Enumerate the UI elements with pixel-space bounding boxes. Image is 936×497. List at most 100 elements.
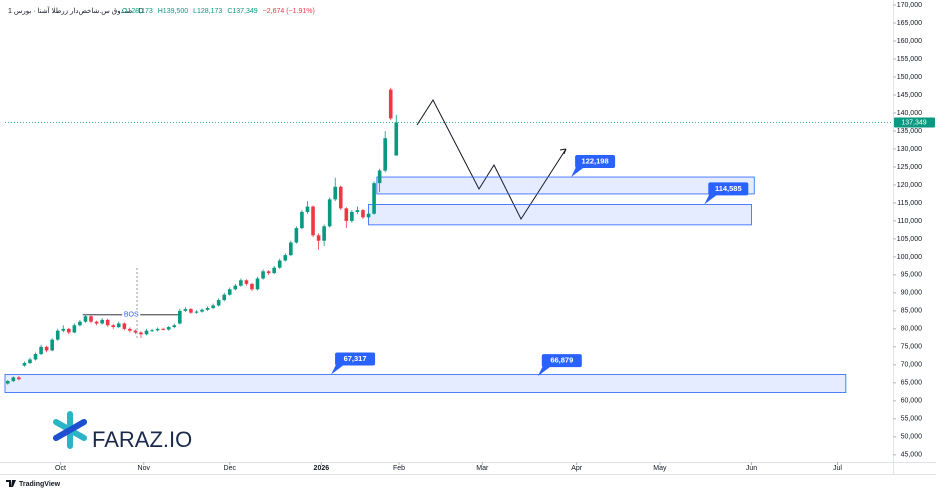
candle-body [361, 210, 365, 218]
ohlc-value: O128,173 [122, 8, 153, 15]
candle-body [144, 330, 149, 335]
candle-body [383, 138, 387, 171]
candle-body [50, 339, 54, 351]
y-tick-label: 115,000 [897, 200, 922, 207]
symbol-title: 1 صندوق س.شاخص‌دار زرطلا آشنا · بورس · D [8, 5, 144, 15]
y-tick-label: 125,000 [897, 164, 922, 171]
candle-body [394, 122, 399, 156]
candle-body [277, 260, 282, 268]
y-tick-label: 45,000 [901, 452, 923, 459]
candle-body [244, 280, 249, 284]
y-tick-label: 165,000 [897, 20, 922, 27]
candle-body [111, 325, 116, 328]
logo: FARAZ.IO [53, 411, 192, 452]
candle-body [261, 271, 265, 279]
candle-body [327, 199, 332, 227]
candle-body [266, 271, 271, 274]
y-tick-label: 160,000 [897, 38, 922, 45]
y-tick-label: 70,000 [901, 362, 923, 369]
bos-label-bg [122, 309, 141, 320]
x-tick-label: Jul [833, 465, 842, 472]
ohlc-legend: O128,173 H139,500 L128,173 C137,349 −2,674 (… [122, 8, 315, 15]
candle-body [78, 321, 82, 326]
y-tick-label: 110,000 [897, 218, 922, 225]
candle-body [200, 309, 204, 312]
callout-label: 66,879 [550, 356, 573, 365]
candle-body [100, 319, 104, 324]
y-tick-label: 55,000 [901, 416, 923, 423]
y-tick-label: 60,000 [901, 398, 923, 405]
x-tick-label: Nov [138, 465, 151, 472]
candle-body [194, 311, 199, 313]
y-tick-label: 95,000 [901, 272, 923, 279]
x-tick-label: Jun [746, 465, 757, 472]
x-tick-label: 2026 [314, 465, 330, 472]
candle-body [150, 330, 154, 332]
y-tick-label: 90,000 [901, 290, 923, 297]
candle-body [255, 278, 260, 290]
y-tick-label: 80,000 [901, 326, 923, 333]
candle-body [227, 289, 232, 295]
tv-logo [6, 480, 16, 487]
logo-icon-accent [53, 419, 87, 441]
bos-label: BOS [124, 312, 139, 319]
candle-body [22, 363, 27, 366]
candle-body [344, 208, 349, 221]
candle-body [388, 89, 393, 119]
candle-body [272, 267, 276, 274]
candle-body [133, 330, 138, 333]
ohlc-value: L128,173 [193, 8, 222, 15]
y-tick-label: 85,000 [901, 308, 923, 315]
candle-body [300, 211, 304, 229]
callout-box [708, 182, 749, 196]
candle-body [316, 235, 321, 241]
candle-body [17, 377, 21, 380]
x-tick-label: Apr [571, 465, 583, 472]
callout-box [541, 354, 582, 368]
x-tick-label: Mar [476, 465, 489, 472]
last-price-label: 137,349 [901, 119, 926, 126]
callout-label: 122,198 [582, 157, 609, 166]
candle-body [305, 206, 310, 212]
tradingview-footer: TradingView [6, 480, 61, 488]
candle-body [44, 346, 49, 351]
x-tick-label: Feb [393, 465, 405, 472]
platform-name: TradingView [19, 481, 61, 488]
candle-body [338, 186, 343, 209]
candle-body [55, 330, 60, 340]
x-tick-label: May [653, 465, 667, 472]
y-tick-label: 50,000 [901, 434, 923, 441]
y-tick-label: 150,000 [897, 74, 922, 81]
candle-body [61, 328, 66, 331]
candle-body [222, 294, 227, 301]
candle-body [322, 226, 326, 241]
candle-body [372, 183, 376, 214]
candle-body [178, 310, 182, 324]
candle-body [250, 283, 254, 290]
candle-body [283, 255, 288, 261]
candle-body [366, 213, 371, 218]
zone [4, 374, 847, 393]
candle-body [166, 327, 171, 330]
logo-text: FARAZ.IO [92, 427, 192, 452]
y-tick-label: 135,000 [897, 128, 922, 135]
candle-body [233, 285, 238, 290]
candle-body [89, 316, 93, 322]
candle-body [172, 325, 177, 328]
ohlc-value: C137,349 [227, 8, 257, 15]
y-tick-label: 100,000 [897, 254, 922, 261]
candle-body [83, 316, 88, 322]
candle-body [33, 354, 38, 360]
change-value: −2,674 (−1.91%) [263, 8, 315, 15]
y-tick-label: 155,000 [897, 56, 922, 63]
candle-body [128, 328, 132, 331]
y-tick-label: 145,000 [897, 92, 922, 99]
candle-body [116, 323, 121, 328]
candle-body [11, 377, 16, 382]
last-price-box [894, 117, 935, 128]
callout-label: 114,585 [715, 184, 742, 193]
y-tick-label: 120,000 [897, 182, 922, 189]
y-tick-label: 170,000 [897, 2, 922, 9]
candle-body [189, 309, 193, 313]
